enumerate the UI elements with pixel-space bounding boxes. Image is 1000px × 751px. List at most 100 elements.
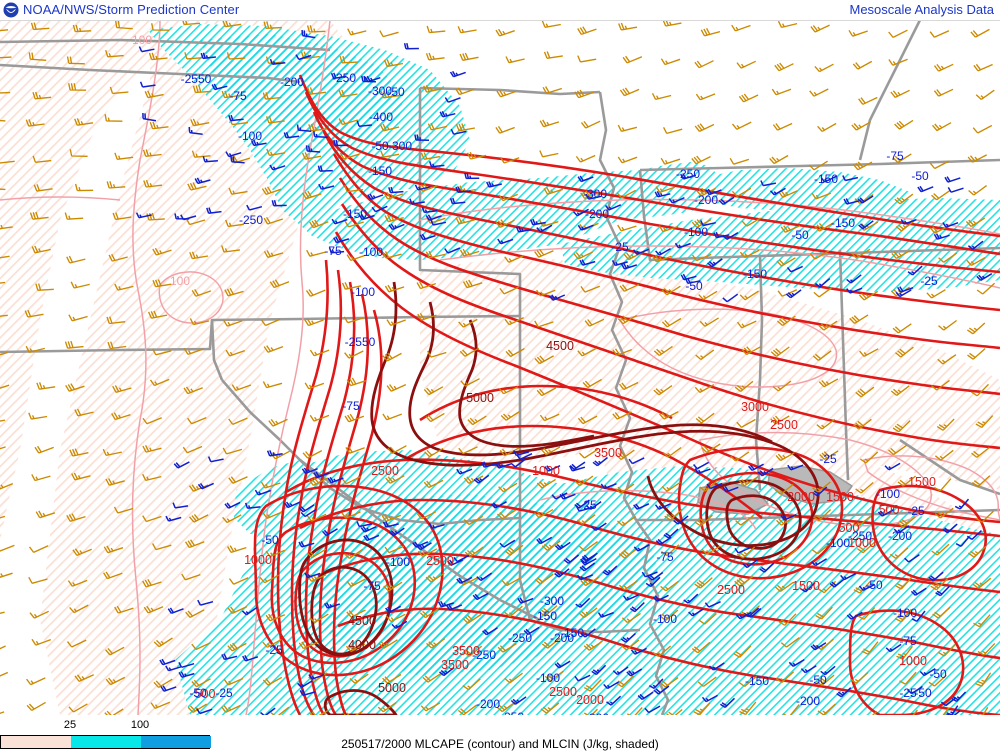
wind-barb [318,183,335,190]
cin-label: -250 [472,648,496,662]
wind-barb [585,193,602,200]
wind-barb [734,380,754,393]
wind-barb [574,499,590,509]
wind-barb [416,542,432,551]
wind-barb [499,447,520,457]
wind-barb [33,184,53,192]
wind-barb [580,557,597,566]
cin-label: -50 [371,139,389,153]
wind-barb [66,56,85,65]
wind-barb [782,704,800,715]
wind-barb [539,150,559,158]
wind-barb [388,223,405,231]
cape-label: 3500 [441,658,469,672]
cape-label: 4000 [348,638,376,652]
wind-barb [577,26,597,36]
wind-barb [455,216,475,225]
wind-barb [302,190,322,200]
wind-barb [829,578,845,588]
wind-barb [187,703,208,713]
wind-barb [707,258,723,268]
wind-barb [308,123,328,132]
wind-barb [425,250,446,259]
wind-barb [416,511,437,520]
wind-barb [417,548,438,558]
wind-barb [504,316,524,326]
wind-barb [305,289,326,297]
wind-barb [582,708,598,715]
wind-barb [66,255,86,264]
wind-barb [306,573,327,583]
wind-barb [539,119,560,128]
wind-barb [575,597,591,608]
wind-barb [858,96,878,105]
wind-barb [427,122,448,131]
wind-barb [559,493,576,500]
cin-label: -300 [585,711,609,715]
wind-barb [810,24,830,33]
wind-barb [34,445,54,454]
map-canvas[interactable]: 4500 5000 3500 3000 2500 2500 2000 1500 2500 2500… [0,20,1000,715]
wind-barb [645,576,661,588]
wind-barb [262,92,282,100]
wind-barb [739,249,760,259]
wind-barb [260,318,281,327]
wind-barb [74,183,94,192]
wind-barb [385,475,405,484]
wind-barb [425,214,442,221]
wind-barb [301,467,318,475]
wind-barb [817,122,837,132]
wind-barb [308,673,325,680]
wind-barb [704,601,721,608]
wind-barb [523,626,540,636]
wind-barb [633,544,650,552]
wind-barb [345,643,366,653]
cin-label: -150 [814,172,838,186]
wind-barb [933,233,950,240]
wind-barb [262,511,283,520]
wind-barb [445,604,463,611]
wind-barb [304,382,325,390]
wind-barb [694,60,714,69]
mlcin-colorbar[interactable] [0,735,211,749]
wind-barb [109,86,129,95]
wind-barb [580,190,600,200]
wind-barb [513,450,530,457]
wind-barb [149,378,170,387]
wind-barb [516,453,533,460]
wind-barb [579,562,596,572]
wind-barb [536,536,553,545]
header-left-title: NOAA/NWS/Storm Prediction Center [23,2,240,17]
wind-barb [818,320,838,331]
wind-barb [919,667,936,677]
wind-barb [497,238,514,245]
wind-barb [736,546,756,559]
wind-barb [534,248,554,258]
cape-label: 4500 [546,339,574,353]
cape-label: 2500 [770,418,798,432]
wind-barb [931,122,952,132]
wind-barb [849,314,869,324]
wind-barb [71,472,91,481]
wind-barb [742,559,759,569]
cin-label: -300 [583,187,607,201]
wind-barb [653,385,673,396]
wind-barb [904,553,920,563]
wind-barb [333,236,350,244]
wind-barb [226,52,246,60]
wind-barb [975,672,992,687]
wind-barb [29,211,49,220]
wind-barb [736,418,756,428]
wind-barb [266,148,286,156]
wind-barb [346,578,366,587]
wind-barb [857,607,876,620]
wind-barb [945,705,959,715]
wind-barb [222,514,242,524]
wind-barb [457,26,477,34]
wind-barb [68,703,88,713]
wind-barb [858,583,876,591]
wind-barb [774,581,794,593]
wind-barb [74,408,94,417]
